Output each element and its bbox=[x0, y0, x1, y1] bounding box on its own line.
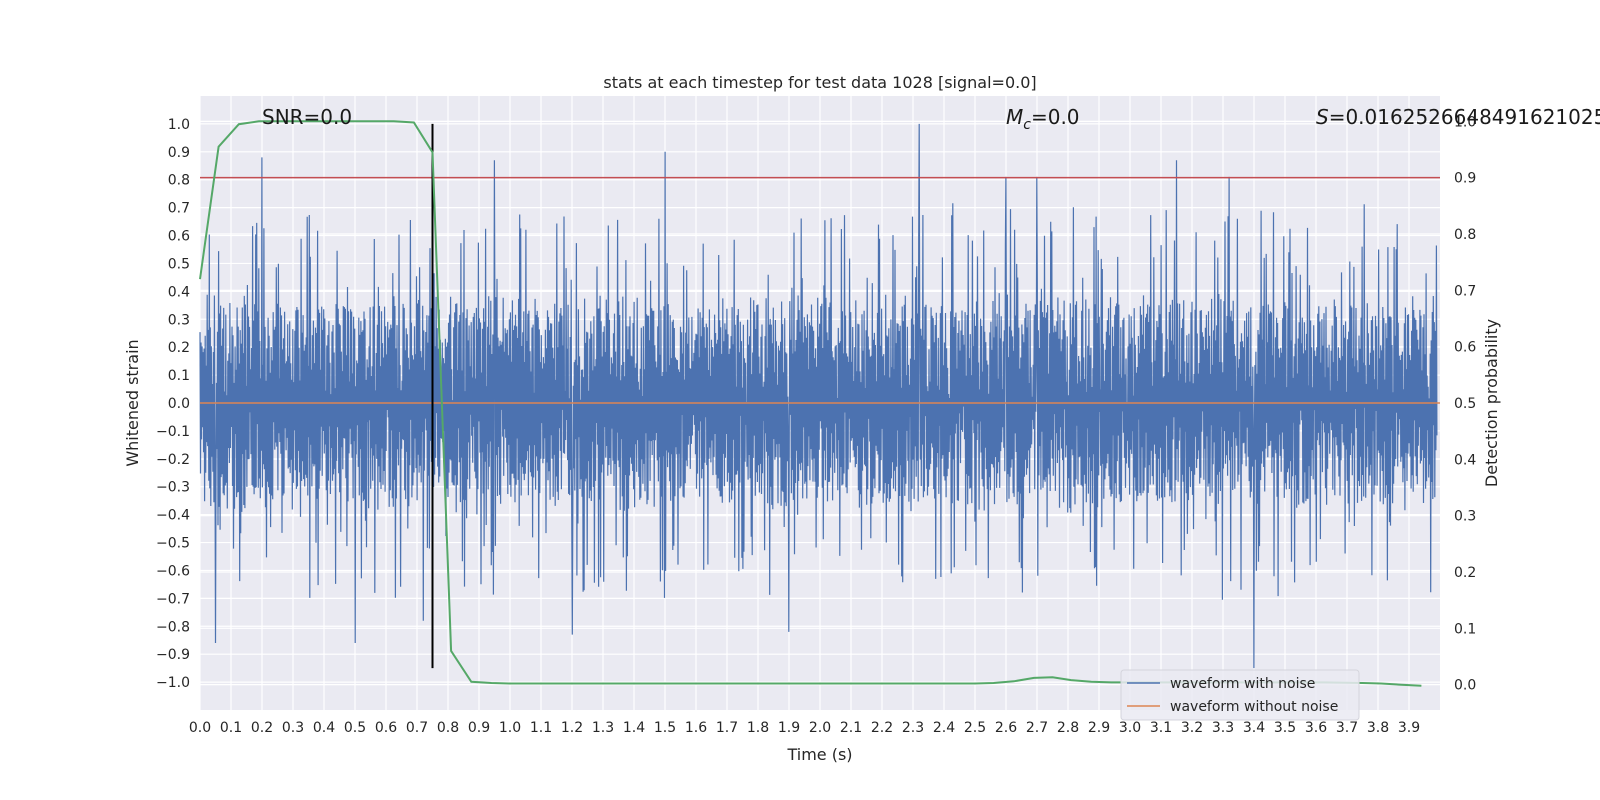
y-axis-label: Whitened strain bbox=[123, 339, 142, 466]
x-tick-label: 0.9 bbox=[468, 720, 490, 736]
x-tick-label: 3.9 bbox=[1398, 720, 1420, 736]
y-tick-label: 0.8 bbox=[168, 173, 190, 189]
y2-tick-label: 0.8 bbox=[1454, 227, 1476, 243]
x-tick-label: 2.9 bbox=[1088, 720, 1110, 736]
y2-tick-label: 0.5 bbox=[1454, 396, 1476, 412]
x-tick-label: 0.2 bbox=[251, 720, 273, 736]
y-tick-label: 0.4 bbox=[168, 284, 190, 300]
x-tick-label: 2.8 bbox=[1057, 720, 1079, 736]
legend: waveform with noise waveform without noi… bbox=[1120, 669, 1360, 721]
x-tick-label: 3.1 bbox=[1150, 720, 1172, 736]
y2-tick-label: 0.4 bbox=[1454, 452, 1476, 468]
y-tick-label: 0.1 bbox=[168, 368, 190, 384]
y-tick-label: −0.2 bbox=[156, 452, 190, 468]
x-tick-label: 3.7 bbox=[1336, 720, 1358, 736]
y2-axis-label: Detection probability bbox=[1482, 319, 1501, 487]
y-tick-label: −0.8 bbox=[156, 619, 190, 635]
y-tick-label: 0.9 bbox=[168, 145, 190, 161]
chart-title: stats at each timestep for test data 102… bbox=[603, 73, 1036, 92]
x-tick-label: 2.1 bbox=[840, 720, 862, 736]
x-tick-label: 2.6 bbox=[995, 720, 1017, 736]
x-tick-label: 3.4 bbox=[1243, 720, 1265, 736]
legend-box bbox=[1120, 669, 1360, 721]
y-tick-label: −0.9 bbox=[156, 647, 190, 663]
snr-annotation: SNR=0.0 bbox=[262, 105, 352, 129]
mc-annotation: Mc=0.0 bbox=[1006, 105, 1080, 133]
x-tick-label: 2.2 bbox=[871, 720, 893, 736]
y-tick-label: −0.3 bbox=[156, 480, 190, 496]
y-tick-label: 0.0 bbox=[168, 396, 190, 412]
y-tick-label: −0.6 bbox=[156, 563, 190, 579]
legend-label-clean: waveform without noise bbox=[1170, 699, 1338, 715]
x-tick-label: 1.5 bbox=[654, 720, 676, 736]
x-tick-label: 0.7 bbox=[406, 720, 428, 736]
x-tick-label: 3.3 bbox=[1212, 720, 1234, 736]
y2-tick-label: 0.6 bbox=[1454, 340, 1476, 356]
x-tick-label: 1.4 bbox=[623, 720, 645, 736]
x-tick-label: 2.7 bbox=[1026, 720, 1048, 736]
x-tick-label: 1.0 bbox=[499, 720, 521, 736]
y2-tick-label: 0.2 bbox=[1454, 565, 1476, 581]
x-tick-label: 2.3 bbox=[902, 720, 924, 736]
s-annotation: S=0.0162526648491621025 bbox=[1316, 105, 1600, 129]
y-tick-label: −0.4 bbox=[156, 508, 190, 524]
x-axis-label: Time (s) bbox=[786, 745, 852, 764]
x-tick-label: 2.5 bbox=[964, 720, 986, 736]
y2-tick-label: 0.3 bbox=[1454, 509, 1476, 525]
y-tick-label: 0.7 bbox=[168, 201, 190, 217]
mc-value: =0.0 bbox=[1031, 105, 1080, 129]
y-tick-label: −0.5 bbox=[156, 536, 190, 552]
y2-tick-label: 1.0 bbox=[1454, 114, 1476, 130]
x-tick-label: 0.0 bbox=[189, 720, 211, 736]
s-value: =0.0162526648491621025 bbox=[1329, 105, 1600, 129]
mc-symbol: M bbox=[1006, 105, 1023, 129]
y-tick-label: 1.0 bbox=[168, 117, 190, 133]
x-tick-label: 3.5 bbox=[1274, 720, 1296, 736]
x-tick-label: 1.7 bbox=[716, 720, 738, 736]
mc-subscript: c bbox=[1023, 117, 1031, 133]
x-tick-label: 0.3 bbox=[282, 720, 304, 736]
s-symbol: S bbox=[1316, 105, 1329, 129]
noise-waveform-line bbox=[199, 123, 1438, 669]
y2-tick-label: 0.7 bbox=[1454, 283, 1476, 299]
x-tick-label: 0.8 bbox=[437, 720, 459, 736]
x-tick-label: 0.6 bbox=[375, 720, 397, 736]
y-tick-label: 0.3 bbox=[168, 312, 190, 328]
x-tick-label: 1.8 bbox=[747, 720, 769, 736]
x-tick-label: 3.0 bbox=[1119, 720, 1141, 736]
y-tick-label: −1.0 bbox=[156, 675, 190, 691]
x-tick-label: 1.3 bbox=[592, 720, 614, 736]
x-tick-label: 1.6 bbox=[685, 720, 707, 736]
legend-label-noise: waveform with noise bbox=[1170, 676, 1315, 692]
x-tick-label: 3.8 bbox=[1367, 720, 1389, 736]
x-tick-label: 0.4 bbox=[313, 720, 335, 736]
x-tick-label: 1.2 bbox=[561, 720, 583, 736]
ticks-group: 0.0 0.1 0.2 0.3 0.4 0.5 0.6 0.7 0.8 0.9 1.0 1.1 1.2 1… bbox=[156, 114, 1476, 736]
x-tick-label: 1.9 bbox=[778, 720, 800, 736]
y2-tick-label: 0.0 bbox=[1454, 678, 1476, 694]
x-tick-label: 1.1 bbox=[530, 720, 552, 736]
x-tick-label: 2.0 bbox=[809, 720, 831, 736]
y-tick-label: −0.7 bbox=[156, 591, 190, 607]
x-tick-label: 3.6 bbox=[1305, 720, 1327, 736]
y2-tick-label: 0.1 bbox=[1454, 621, 1476, 637]
y2-tick-label: 0.9 bbox=[1454, 171, 1476, 187]
x-tick-label: 0.1 bbox=[220, 720, 242, 736]
x-tick-label: 2.4 bbox=[933, 720, 955, 736]
y-tick-label: 0.2 bbox=[168, 340, 190, 356]
y-tick-label: −0.1 bbox=[156, 424, 190, 440]
x-tick-label: 0.5 bbox=[344, 720, 366, 736]
y-tick-label: 0.6 bbox=[168, 229, 190, 245]
x-tick-label: 3.2 bbox=[1181, 720, 1203, 736]
y-tick-label: 0.5 bbox=[168, 256, 190, 272]
